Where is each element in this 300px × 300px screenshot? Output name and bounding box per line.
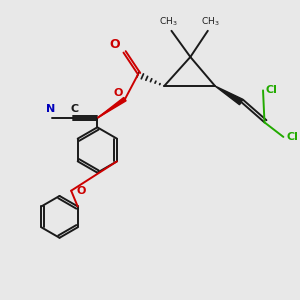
Text: O: O (113, 88, 123, 98)
Polygon shape (97, 98, 126, 118)
Text: Cl: Cl (286, 132, 298, 142)
Text: Cl: Cl (266, 85, 278, 95)
Text: CH$_3$: CH$_3$ (159, 15, 178, 28)
Text: C: C (70, 104, 78, 114)
Text: N: N (46, 104, 56, 114)
Polygon shape (215, 86, 243, 105)
Text: CH$_3$: CH$_3$ (201, 15, 220, 28)
Text: O: O (76, 186, 86, 196)
Text: O: O (110, 38, 120, 51)
